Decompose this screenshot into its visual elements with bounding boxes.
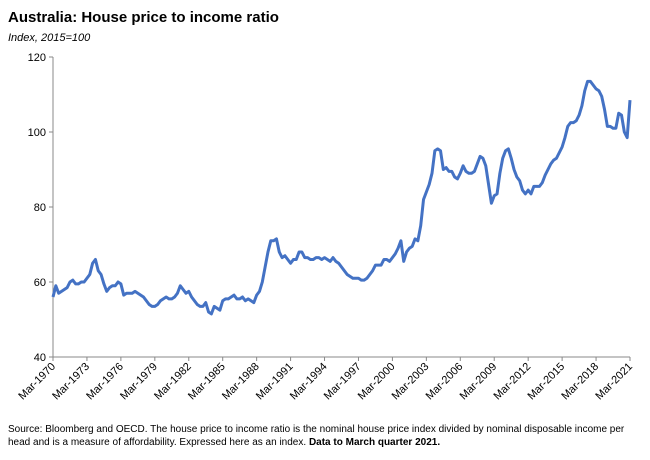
chart-title: Australia: House price to income ratio xyxy=(8,9,279,26)
x-tick-label: Mar-2021 xyxy=(593,361,635,403)
footnote: Source: Bloomberg and OECD. The house pr… xyxy=(8,423,642,449)
chart-subtitle: Index, 2015=100 xyxy=(8,32,91,44)
line-series xyxy=(51,79,632,316)
footnote-box: Source: Bloomberg and OECD. The house pr… xyxy=(8,423,642,449)
y-tick-label: 100 xyxy=(28,127,46,139)
y-tick-label: 80 xyxy=(34,202,46,214)
footnote-text: Source: Bloomberg and OECD. The house pr… xyxy=(8,424,625,448)
footnote-bold: Data to March quarter 2021. xyxy=(308,437,441,448)
y-tick-label: 120 xyxy=(28,52,46,64)
y-tick-label: 60 xyxy=(34,277,46,289)
y-tick-label: 40 xyxy=(34,352,46,364)
